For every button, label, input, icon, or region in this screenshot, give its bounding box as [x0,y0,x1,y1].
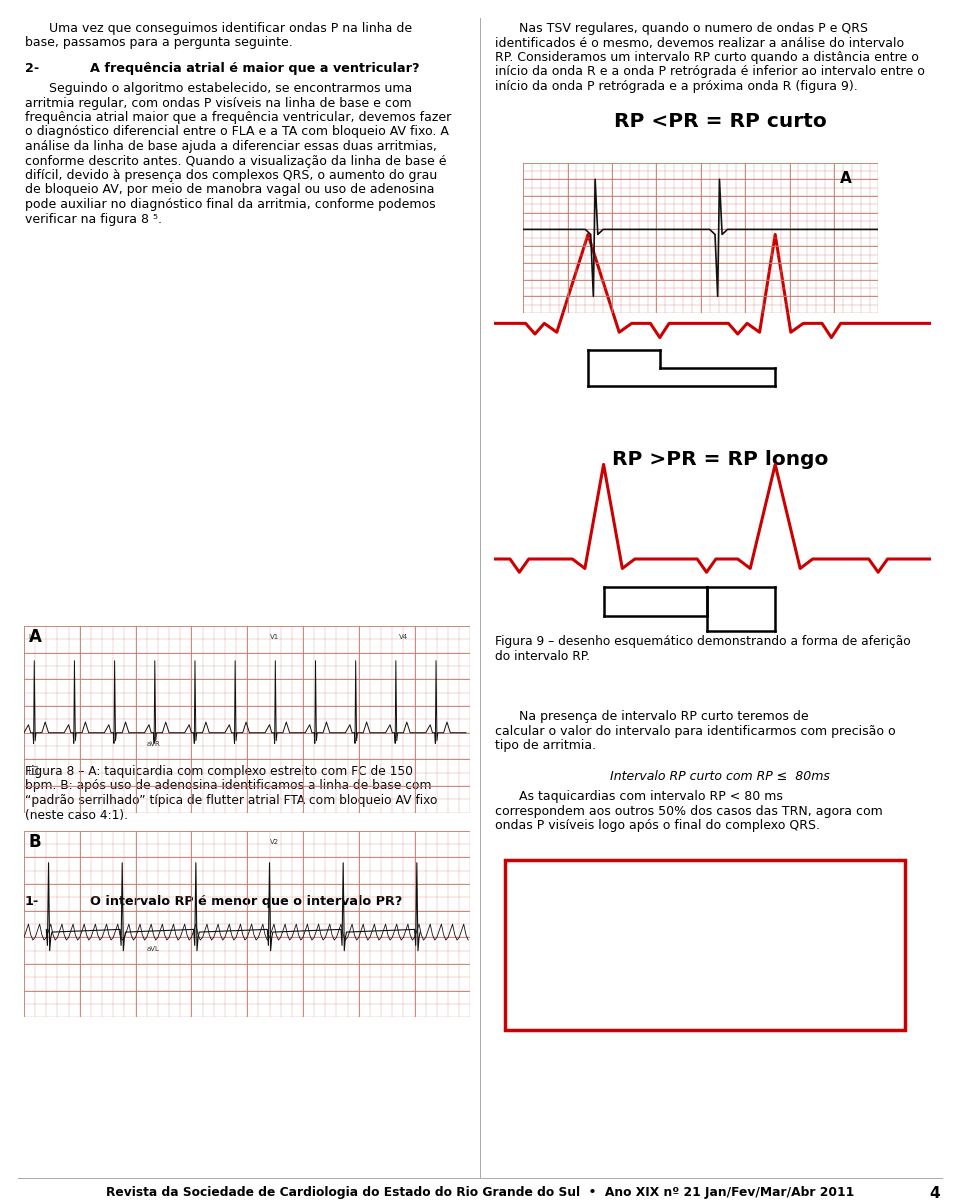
Text: bpm. B: após uso de adenosina identificamos a linha de base com: bpm. B: após uso de adenosina identifica… [25,779,431,792]
Text: Revista da Sociedade de Cardiologia do Estado do Rio Grande do Sul  •  Ano XIX n: Revista da Sociedade de Cardiologia do E… [106,1186,854,1199]
Text: início da onda R e a onda P retrógrada é inferior ao intervalo entre o: início da onda R e a onda P retrógrada é… [495,65,924,78]
Text: difícil, devido à presença dos complexos QRS, o aumento do grau: difícil, devido à presença dos complexos… [25,169,437,182]
Text: I: I [29,635,31,641]
Text: Uma vez que conseguimos identificar ondas P na linha de: Uma vez que conseguimos identificar onda… [25,22,412,35]
Text: V4: V4 [399,635,408,641]
Bar [505,860,905,1029]
Text: V1: V1 [270,635,278,641]
Text: início da onda P retrógrada e a próxima onda R (figura 9).: início da onda P retrógrada e a próxima … [495,79,857,93]
Text: RP >PR = RP longo: RP >PR = RP longo [612,450,828,470]
Text: tipo de arritmia.: tipo de arritmia. [495,739,596,752]
Text: Na presença de intervalo RP curto teremos de: Na presença de intervalo RP curto teremo… [495,710,808,722]
Text: V2: V2 [270,839,278,845]
Text: conforme descrito antes. Quando a visualização da linha de base é: conforme descrito antes. Quando a visual… [25,154,446,167]
Text: de bloqueio AV, por meio de manobra vagal ou uso de adenosina: de bloqueio AV, por meio de manobra vaga… [25,183,435,196]
Text: calcular o valor do intervalo para identificarmos com precisão o: calcular o valor do intervalo para ident… [495,725,896,738]
Text: 2-: 2- [25,61,39,75]
Text: Intervalo RP curto com RP ≤  80ms: Intervalo RP curto com RP ≤ 80ms [610,771,830,783]
Text: verificar na figura 8 ⁵.: verificar na figura 8 ⁵. [25,212,162,225]
Text: pode auxiliar no diagnóstico final da arritmia, conforme podemos: pode auxiliar no diagnóstico final da ar… [25,197,436,211]
Text: 4: 4 [929,1186,940,1202]
Text: aVR: aVR [147,740,160,746]
Text: o diagnóstico diferencial entre o FLA e a TA com bloqueio AV fixo. A: o diagnóstico diferencial entre o FLA e … [25,125,449,138]
Text: análise da linha de base ajuda a diferenciar essas duas arritmias,: análise da linha de base ajuda a diferen… [25,140,437,153]
Text: Figura 8 – A: taquicardia com complexo estreito com FC de 150: Figura 8 – A: taquicardia com complexo e… [25,765,413,778]
Text: do intervalo RP.: do intervalo RP. [495,649,590,662]
Text: “padrão serrilhado” típica de flutter atrial FTA com bloqueio AV fixo: “padrão serrilhado” típica de flutter at… [25,793,438,807]
Text: RP. Consideramos um intervalo RP curto quando a distância entre o: RP. Consideramos um intervalo RP curto q… [495,51,919,64]
Text: A frequência atrial é maior que a ventricular?: A frequência atrial é maior que a ventri… [90,61,420,75]
Text: O intervalo RP é menor que o intervalo PR?: O intervalo RP é menor que o intervalo P… [90,895,402,908]
Text: identificados é o mesmo, devemos realizar a análise do intervalo: identificados é o mesmo, devemos realiza… [495,36,904,49]
Text: base, passamos para a pergunta seguinte.: base, passamos para a pergunta seguinte. [25,36,293,49]
Text: (neste caso 4:1).: (neste caso 4:1). [25,809,128,821]
Text: Nas TSV regulares, quando o numero de ondas P e QRS: Nas TSV regulares, quando o numero de on… [495,22,868,35]
Text: correspondem aos outros 50% dos casos das TRN, agora com: correspondem aos outros 50% dos casos da… [495,804,883,818]
Text: RP <PR = RP curto: RP <PR = RP curto [613,112,827,131]
Text: aVL: aVL [147,945,159,951]
Text: As taquicardias com intervalo RP < 80 ms: As taquicardias com intervalo RP < 80 ms [495,790,782,803]
Text: ondas P visíveis logo após o final do complexo QRS.: ondas P visíveis logo após o final do co… [495,819,820,832]
Text: arritmia regular, com ondas P visíveis na linha de base e com: arritmia regular, com ondas P visíveis n… [25,96,412,110]
Text: A: A [29,628,41,647]
Text: frequência atrial maior que a frequência ventricular, devemos fazer: frequência atrial maior que a frequência… [25,111,451,124]
Text: □: □ [29,765,39,774]
Text: 1-: 1- [25,895,39,908]
Text: Seguindo o algoritmo estabelecido, se encontrarmos uma: Seguindo o algoritmo estabelecido, se en… [25,82,412,95]
Text: A: A [840,171,852,185]
Text: B: B [29,833,41,851]
Text: Figura 9 – desenho esquemático demonstrando a forma de aferição: Figura 9 – desenho esquemático demonstra… [495,635,911,648]
